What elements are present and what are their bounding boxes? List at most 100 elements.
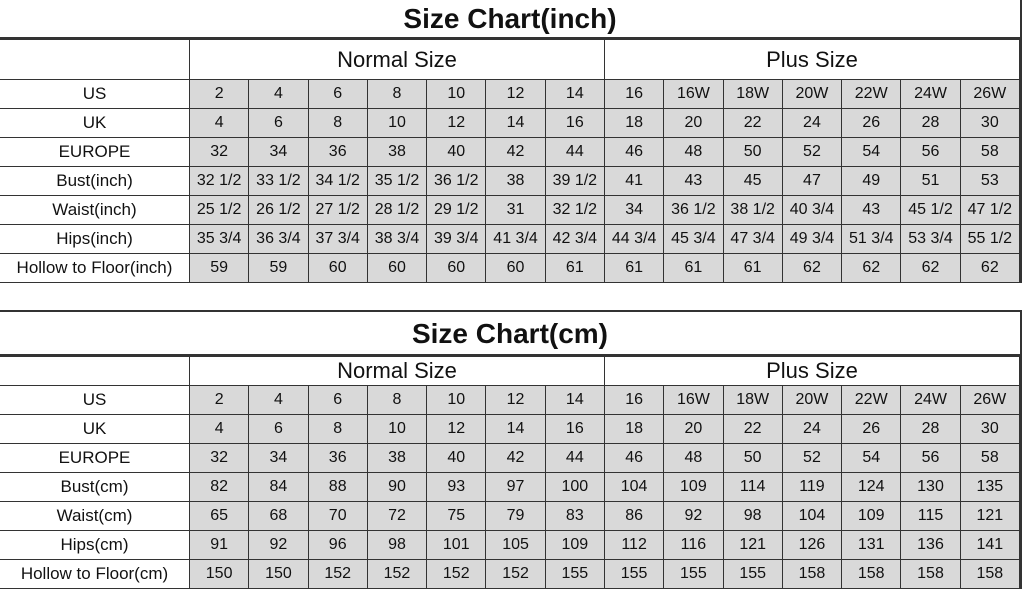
table-cell: 92	[248, 530, 309, 560]
table-cell: 40	[426, 443, 487, 473]
table-cell: 22W	[841, 79, 902, 109]
row-label: UK	[0, 108, 190, 138]
chart-title: Size Chart(inch)	[0, 0, 1020, 39]
table-cell: 155	[722, 559, 783, 589]
table-cell: 109	[663, 472, 724, 502]
table-cell: 26 1/2	[248, 195, 309, 225]
table-cell: 4	[248, 385, 309, 415]
table-cell: 42	[485, 137, 546, 167]
table-cell: 86	[603, 501, 665, 531]
table-cell: 18W	[722, 385, 783, 415]
table-cell: 53	[959, 166, 1021, 196]
table-cell: 84	[248, 472, 309, 502]
table-cell: 59	[188, 253, 250, 283]
table-cell: 52	[781, 443, 843, 473]
table-cell: 12	[426, 108, 487, 138]
table-cell: 41	[603, 166, 665, 196]
table-cell: 38 3/4	[366, 224, 428, 254]
table-cell: 43	[841, 195, 902, 225]
table-cell: 46	[603, 137, 665, 167]
table-cell: 51	[900, 166, 961, 196]
table-row: UK 4 6 8 10 12 14 16 18 20 22 24 26 28 30	[0, 108, 1021, 138]
table-cell: 28	[900, 414, 961, 444]
table-cell: 50	[722, 137, 783, 167]
table-cell: 4	[248, 79, 309, 109]
table-cell: 28	[900, 108, 961, 138]
table-cell: 100	[544, 472, 605, 502]
table-cell: 12	[485, 79, 546, 109]
table-cell: 130	[900, 472, 961, 502]
table-cell: 20W	[781, 385, 843, 415]
blank-cell	[0, 39, 190, 80]
table-cell: 121	[959, 501, 1021, 531]
table-cell: 27 1/2	[307, 195, 368, 225]
table-cell: 44	[544, 137, 605, 167]
row-label: Waist(inch)	[0, 195, 190, 225]
table-cell: 90	[366, 472, 428, 502]
table-cell: 114	[722, 472, 783, 502]
table-cell: 22	[722, 414, 783, 444]
table-row: Bust(cm) 82 84 88 90 93 97 100 104 109 114 119 124 13…	[0, 472, 1021, 502]
table-cell: 158	[841, 559, 902, 589]
table-cell: 45	[722, 166, 783, 196]
table-cell: 42 3/4	[544, 224, 605, 254]
table-cell: 35 1/2	[366, 166, 428, 196]
table-cell: 152	[307, 559, 368, 589]
table-cell: 8	[366, 79, 428, 109]
table-cell: 65	[188, 501, 250, 531]
table-cell: 58	[959, 443, 1021, 473]
table-cell: 62	[959, 253, 1021, 283]
size-chart-cm: Size Chart(cm) Normal Size Plus Size US 2 4 6…	[0, 310, 1022, 589]
table-cell: 56	[900, 443, 961, 473]
table-cell: 101	[426, 530, 487, 560]
table-cell: 91	[188, 530, 250, 560]
row-label: Waist(cm)	[0, 501, 190, 531]
row-label: EUROPE	[0, 137, 190, 167]
table-cell: 14	[544, 385, 605, 415]
table-cell: 22	[722, 108, 783, 138]
table-cell: 42	[485, 443, 546, 473]
table-cell: 32 1/2	[544, 195, 605, 225]
table-cell: 105	[485, 530, 546, 560]
table-cell: 40 3/4	[781, 195, 843, 225]
table-cell: 62	[900, 253, 961, 283]
table-cell: 34	[248, 443, 309, 473]
table-cell: 62	[841, 253, 902, 283]
group-header-row: Normal Size Plus Size	[0, 356, 1021, 386]
table-cell: 34	[603, 195, 665, 225]
table-row: Hips(cm) 91 92 96 98 101 105 109 112 116 121 126 131…	[0, 530, 1021, 560]
table-cell: 109	[544, 530, 605, 560]
table-cell: 22W	[841, 385, 902, 415]
table-cell: 29 1/2	[426, 195, 487, 225]
group-header-row: Normal Size Plus Size	[0, 39, 1021, 80]
table-cell: 14	[485, 414, 546, 444]
table-row: Hollow to Floor(cm) 150 150 152 152 152 152 155…	[0, 559, 1021, 589]
table-cell: 20	[663, 414, 724, 444]
table-cell: 49 3/4	[781, 224, 843, 254]
table-cell: 79	[485, 501, 546, 531]
table-cell: 34	[248, 137, 309, 167]
table-cell: 152	[426, 559, 487, 589]
table-cell: 155	[663, 559, 724, 589]
table-cell: 48	[663, 443, 724, 473]
table-cell: 41 3/4	[485, 224, 546, 254]
table-cell: 152	[485, 559, 546, 589]
table-cell: 124	[841, 472, 902, 502]
table-cell: 6	[248, 414, 309, 444]
row-label: US	[0, 79, 190, 109]
table-cell: 24	[781, 108, 843, 138]
table-cell: 54	[841, 137, 902, 167]
table-cell: 33 1/2	[248, 166, 309, 196]
table-cell: 136	[900, 530, 961, 560]
table-cell: 98	[366, 530, 428, 560]
table-cell: 96	[307, 530, 368, 560]
table-cell: 60	[426, 253, 487, 283]
table-cell: 56	[900, 137, 961, 167]
table-cell: 36	[307, 137, 368, 167]
table-cell: 8	[307, 414, 368, 444]
table-cell: 61	[603, 253, 665, 283]
table-cell: 45 3/4	[663, 224, 724, 254]
table-cell: 18	[603, 108, 665, 138]
group-header: Normal Size	[189, 356, 605, 386]
table-cell: 70	[307, 501, 368, 531]
